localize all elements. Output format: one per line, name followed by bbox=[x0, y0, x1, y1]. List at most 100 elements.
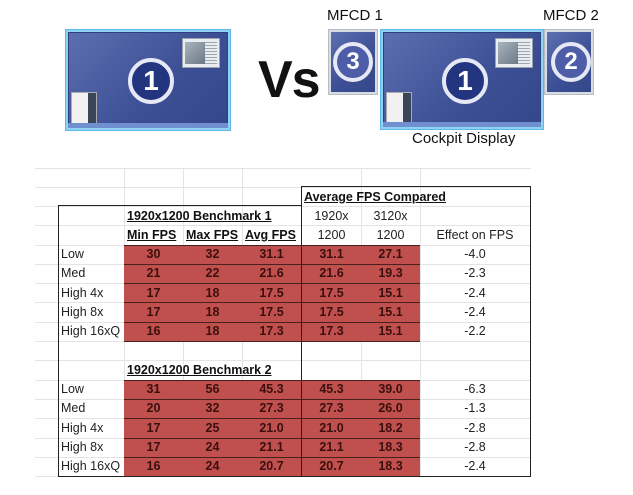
col-header-max-fps: Max FPS bbox=[186, 228, 239, 242]
cell-min: 31 bbox=[146, 382, 161, 396]
cell-c3120: 18.3 bbox=[378, 439, 403, 454]
cell-effect: -2.3 bbox=[464, 266, 486, 281]
row-label: High 4x bbox=[61, 420, 104, 435]
cell-max: 24 bbox=[205, 439, 220, 454]
row-label: High 8x bbox=[61, 439, 104, 454]
row-label: Med bbox=[61, 266, 86, 281]
effect-header: Effect on FPS bbox=[436, 228, 514, 242]
cell-c3120: 39.0 bbox=[378, 382, 403, 396]
compare-box-right bbox=[530, 186, 531, 476]
col-header-avg-fps: Avg FPS bbox=[245, 228, 296, 242]
monitor-number-badge: 1 bbox=[442, 58, 488, 104]
mfcd2-monitor: 2 bbox=[545, 30, 593, 94]
row-label: High 8x bbox=[61, 304, 104, 319]
mfcd1-monitor: 3 bbox=[329, 30, 377, 94]
cell-min: 16 bbox=[146, 324, 161, 339]
cell-c3120: 27.1 bbox=[378, 247, 403, 261]
cell-c1920: 21.6 bbox=[319, 266, 344, 281]
cell-min: 17 bbox=[146, 439, 161, 454]
cell-max: 32 bbox=[205, 247, 220, 261]
cell-effect: -2.2 bbox=[464, 324, 486, 339]
monitor-number-badge: 2 bbox=[551, 42, 591, 82]
cell-c3120: 26.0 bbox=[378, 401, 403, 416]
mfcd2-label: MFCD 2 bbox=[543, 7, 599, 24]
cell-effect: -2.8 bbox=[464, 439, 486, 454]
cell-c3120: 15.1 bbox=[378, 285, 403, 300]
cockpit-display-monitor: 1 bbox=[381, 30, 543, 129]
cell-avg: 20.7 bbox=[259, 459, 284, 474]
cell-effect: -6.3 bbox=[464, 382, 486, 396]
table-border-top-left bbox=[58, 205, 301, 206]
cell-c1920: 21.0 bbox=[319, 420, 344, 435]
cell-min: 20 bbox=[146, 401, 161, 416]
benchmark2-title: 1920x1200 Benchmark 2 bbox=[127, 363, 272, 377]
cell-effect: -2.4 bbox=[464, 459, 486, 474]
cell-avg: 17.3 bbox=[259, 324, 284, 339]
compare-col-1920-line2: 1200 bbox=[317, 228, 346, 242]
cell-min: 21 bbox=[146, 266, 161, 281]
benchmark2-data-fill bbox=[124, 380, 420, 476]
monitor-number-badge: 3 bbox=[333, 42, 373, 82]
single-monitor: 1 bbox=[66, 30, 230, 130]
cell-effect: -4.0 bbox=[464, 247, 486, 261]
cell-c1920: 21.1 bbox=[319, 439, 344, 454]
cell-c3120: 19.3 bbox=[378, 266, 403, 281]
cell-avg: 17.5 bbox=[259, 285, 284, 300]
cell-c1920: 17.5 bbox=[319, 304, 344, 319]
col-header-min-fps: Min FPS bbox=[127, 228, 177, 242]
row-label: High 4x bbox=[61, 285, 104, 300]
cockpit-display-label: Cockpit Display bbox=[412, 130, 516, 147]
cell-min: 17 bbox=[146, 304, 161, 319]
cell-avg: 21.0 bbox=[259, 420, 284, 435]
table-border-bottom bbox=[58, 476, 531, 477]
cell-c1920: 17.3 bbox=[319, 324, 344, 339]
benchmark1-data-fill bbox=[124, 245, 420, 341]
cell-c3120: 18.2 bbox=[378, 420, 403, 435]
window-thumbnail-icon bbox=[495, 38, 533, 68]
compare-box-top bbox=[301, 186, 530, 187]
window-thumbnail-icon bbox=[182, 38, 220, 68]
compare-header: Average FPS Compared bbox=[304, 190, 446, 204]
cell-max: 24 bbox=[205, 459, 220, 474]
cell-max: 18 bbox=[205, 324, 220, 339]
start-menu-icon bbox=[386, 92, 412, 124]
cell-c3120: 18.3 bbox=[378, 459, 403, 474]
row-label: High 16xQ bbox=[61, 459, 121, 474]
benchmark1-title: 1920x1200 Benchmark 1 bbox=[127, 209, 272, 223]
monitor-number-badge: 1 bbox=[128, 58, 174, 104]
compare-col-3120-line2: 1200 bbox=[376, 228, 405, 242]
cell-max: 32 bbox=[205, 401, 220, 416]
cell-min: 16 bbox=[146, 459, 161, 474]
cell-c3120: 15.1 bbox=[378, 304, 403, 319]
cell-avg: 17.5 bbox=[259, 304, 284, 319]
cell-c1920: 31.1 bbox=[319, 247, 344, 261]
cell-effect: -1.3 bbox=[464, 401, 486, 416]
versus-label: Vs bbox=[258, 51, 321, 109]
cell-c3120: 15.1 bbox=[378, 324, 403, 339]
cell-avg: 31.1 bbox=[259, 247, 284, 261]
cell-max: 56 bbox=[205, 382, 220, 396]
start-menu-icon bbox=[71, 92, 97, 124]
cell-avg: 27.3 bbox=[259, 401, 284, 416]
cell-effect: -2.8 bbox=[464, 420, 486, 435]
cell-avg: 45.3 bbox=[259, 382, 284, 396]
cell-c1920: 20.7 bbox=[319, 459, 344, 474]
cell-c1920: 17.5 bbox=[319, 285, 344, 300]
cell-effect: -2.4 bbox=[464, 285, 486, 300]
cell-avg: 21.6 bbox=[259, 266, 284, 281]
cell-min: 17 bbox=[146, 285, 161, 300]
cell-effect: -2.4 bbox=[464, 304, 486, 319]
cell-max: 25 bbox=[205, 420, 220, 435]
row-label: Low bbox=[61, 382, 84, 396]
row-label: High 16xQ bbox=[61, 324, 121, 339]
cell-c1920: 45.3 bbox=[319, 382, 344, 396]
row-label: Med bbox=[61, 401, 86, 416]
cell-avg: 21.1 bbox=[259, 439, 284, 454]
cell-min: 17 bbox=[146, 420, 161, 435]
cell-c1920: 27.3 bbox=[319, 401, 344, 416]
row-label: Low bbox=[61, 247, 84, 261]
compare-col-1920-line1: 1920x bbox=[314, 209, 349, 223]
cell-max: 18 bbox=[205, 304, 220, 319]
compare-box-left bbox=[301, 186, 302, 476]
cell-max: 22 bbox=[205, 266, 220, 281]
